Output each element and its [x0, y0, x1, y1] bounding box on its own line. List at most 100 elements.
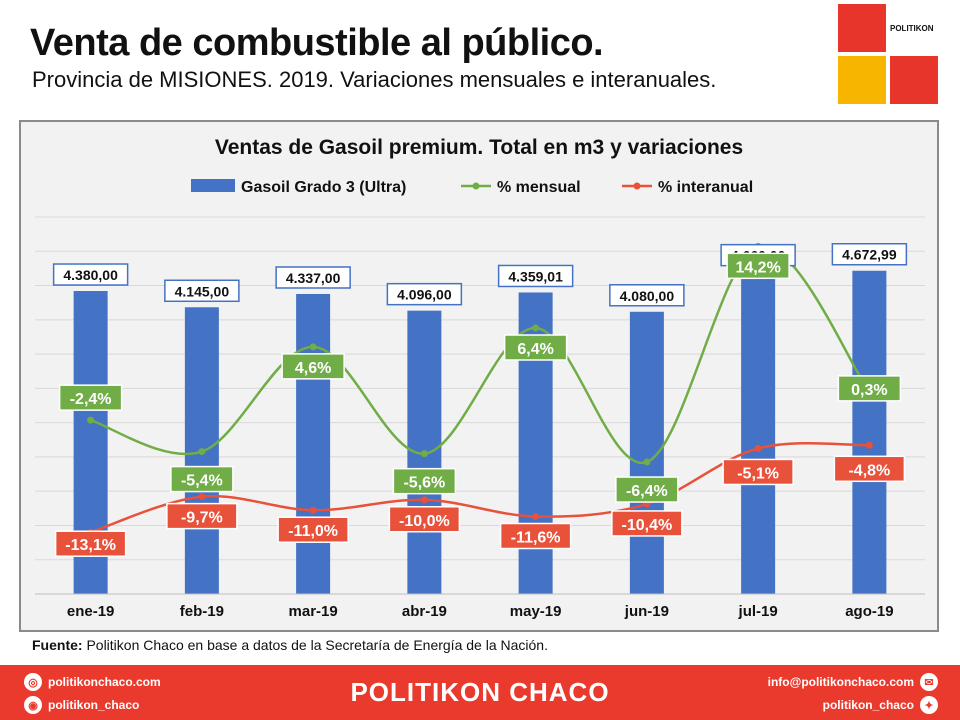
mensual-value-label: 4,6% [295, 360, 331, 377]
twitter-icon: ✦ [920, 696, 938, 714]
chart-svg: Ventas de Gasoil premium. Total en m3 y … [35, 136, 925, 620]
interanual-value-label: -11,0% [288, 523, 338, 540]
interanual-value-box [166, 502, 238, 530]
mensual-value-box [726, 252, 790, 280]
marker-mensual [420, 450, 428, 458]
mensual-value-box [392, 467, 457, 495]
marker-interanual [532, 513, 540, 521]
bar-value-box [275, 266, 351, 289]
footer-instagram[interactable]: ◉ politikon_chaco [24, 696, 139, 714]
bar-value-label: 4.096,00 [397, 287, 452, 303]
mensual-value-label: -2,4% [70, 391, 112, 408]
interanual-value-label: -5,1% [737, 465, 779, 482]
logo-square-red-2 [890, 56, 938, 104]
footer-bar: ◎ politikonchaco.com ◉ politikon_chaco P… [0, 665, 960, 720]
legend-label-mensual: % mensual [497, 179, 581, 196]
bar-value-label: 4.359,01 [508, 268, 563, 284]
mensual-value-box [837, 375, 902, 402]
x-tick-label: jun-19 [624, 603, 669, 620]
interanual-value-box [833, 455, 906, 483]
interanual-value-label: -10,4% [622, 517, 673, 534]
legend-swatch-bar [191, 179, 235, 192]
bar-gasoil [741, 271, 776, 594]
footer-twitter-text: politikon_chaco [822, 698, 914, 712]
interanual-value-box [611, 510, 683, 537]
source-note: Fuente: Politikon Chaco en base a datos … [32, 637, 548, 653]
mensual-value-label: -5,6% [403, 475, 445, 492]
marker-interanual [865, 441, 873, 449]
bar-value-box [164, 279, 240, 303]
marker-mensual [643, 458, 651, 466]
email-icon: ✉ [920, 673, 938, 691]
line-interanual [90, 442, 870, 534]
x-tick-label: abr-19 [402, 603, 447, 620]
page-title: Venta de combustible al público. [30, 22, 604, 64]
marker-interanual [198, 493, 206, 501]
page-subtitle: Provincia de MISIONES. 2019. Variaciones… [32, 67, 717, 92]
mensual-value-box [503, 334, 568, 361]
interanual-value-label: -4,8% [848, 462, 890, 479]
bar-value-label: 4.672,99 [842, 247, 897, 263]
politikon-logo: POLITIKON [838, 4, 940, 106]
x-tick-label: jul-19 [738, 603, 778, 620]
bar-value-label: 4.337,00 [286, 270, 341, 286]
interanual-value-label: -10,0% [399, 513, 450, 530]
footer-email-text: info@politikonchaco.com [767, 675, 914, 689]
legend-label-bar: Gasoil Grado 3 (Ultra) [241, 179, 406, 196]
source-text: Politikon Chaco en base a datos de la Se… [82, 637, 548, 653]
footer-brand: POLITIKON CHACO [350, 677, 610, 707]
marker-mensual [87, 416, 95, 424]
logo-square-red [838, 4, 886, 52]
marker-interanual [309, 506, 317, 514]
x-tick-label: ene-19 [67, 603, 115, 620]
mensual-value-label: 0,3% [851, 382, 887, 399]
chart-title: Ventas de Gasoil premium. Total en m3 y … [215, 136, 743, 159]
mensual-value-box [281, 353, 345, 380]
bar-gasoil [296, 293, 331, 594]
interanual-value-box [277, 516, 349, 543]
bar-value-box [52, 263, 129, 286]
legend-marker-mensual [472, 182, 480, 190]
logo-square-yellow [838, 56, 886, 104]
marker-interanual [754, 444, 762, 452]
marker-interanual [420, 496, 428, 504]
interanual-value-box [54, 530, 127, 557]
bar-gasoil [852, 270, 887, 594]
bar-value-label: 4.145,00 [175, 283, 230, 299]
footer-twitter[interactable]: politikon_chaco ✦ [823, 696, 938, 714]
mensual-value-label: 14,2% [735, 259, 780, 276]
mensual-value-box [58, 384, 123, 411]
footer-web[interactable]: ◎ politikonchaco.com [24, 673, 161, 691]
mensual-value-box [615, 476, 679, 503]
interanual-value-label: -13,1% [65, 537, 116, 554]
footer-instagram-text: politikon_chaco [48, 698, 140, 712]
interanual-value-box [388, 506, 461, 533]
x-tick-label: may-19 [510, 603, 562, 620]
bar-value-box [386, 282, 463, 306]
legend-label-interanual: % interanual [658, 179, 753, 196]
bar-value-label: 4.380,00 [63, 267, 118, 283]
legend-marker-interanual [633, 182, 641, 190]
footer-email[interactable]: info@politikonchaco.com ✉ [768, 673, 938, 691]
interanual-value-label: -11,6% [511, 530, 561, 547]
web-icon: ◎ [24, 673, 42, 691]
mensual-value-box [170, 465, 234, 493]
marker-mensual [198, 448, 206, 456]
source-label: Fuente: [32, 637, 83, 653]
mensual-value-label: -5,4% [181, 473, 223, 490]
x-tick-label: ago-19 [845, 603, 893, 620]
bar-value-box [831, 242, 908, 266]
mensual-value-label: -6,4% [626, 483, 668, 500]
logo-square-white [890, 4, 938, 52]
bar-value-box [497, 264, 574, 288]
bar-value-label: 4.080,00 [620, 288, 675, 304]
interanual-value-label: -9,7% [181, 510, 223, 527]
x-tick-label: feb-19 [180, 603, 224, 620]
footer-web-text: politikonchaco.com [48, 675, 161, 689]
marker-mensual [532, 324, 540, 332]
mensual-value-label: 6,4% [517, 341, 553, 358]
chart-frame: Ventas de Gasoil premium. Total en m3 y … [19, 120, 939, 632]
marker-mensual [309, 343, 317, 351]
logo-text: POLITIKON [890, 24, 934, 33]
x-tick-label: mar-19 [289, 603, 338, 620]
